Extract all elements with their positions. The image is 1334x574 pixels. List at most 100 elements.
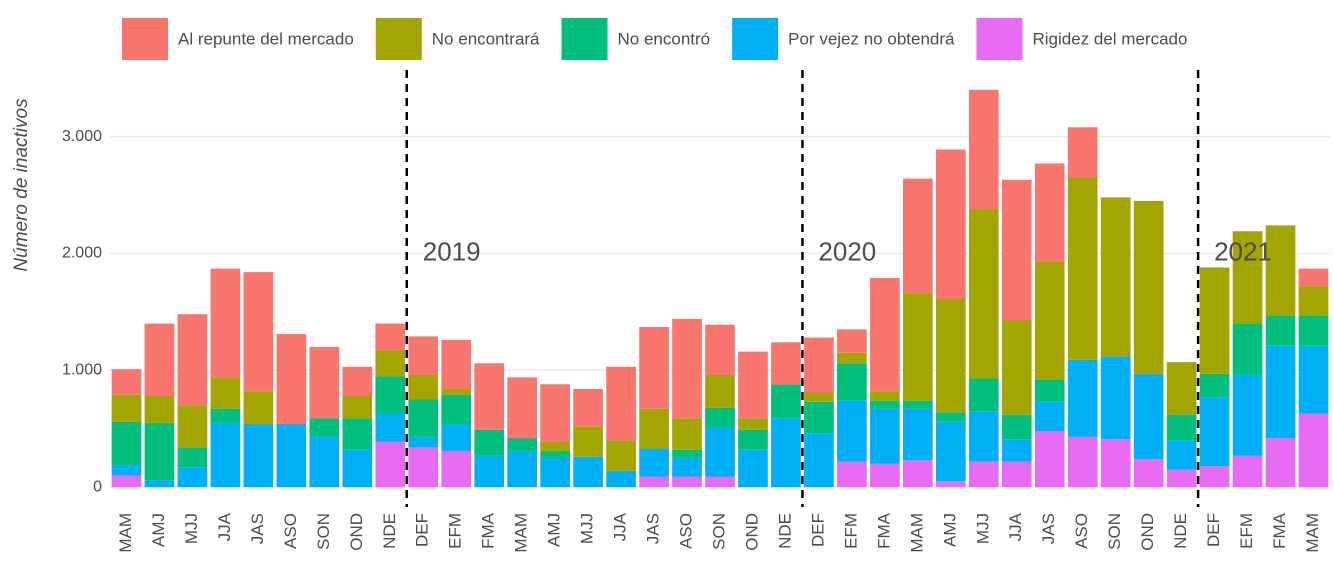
bar-segment	[408, 336, 439, 375]
x-tick-label: MAM	[907, 513, 926, 553]
bar-segment	[1265, 315, 1296, 346]
bar-segment	[210, 422, 241, 488]
bar-segment	[837, 352, 867, 364]
bar-segment	[771, 418, 801, 488]
bar-segment	[804, 337, 834, 393]
bar-segment	[474, 363, 505, 430]
bar-segment	[968, 461, 999, 488]
bar-segment	[903, 408, 933, 461]
bar-segment	[210, 408, 241, 423]
bar-segment	[441, 450, 472, 488]
x-tick-label: EFM	[841, 513, 860, 549]
bar-segment	[837, 329, 867, 353]
x-tick-label: DEF	[1204, 513, 1223, 547]
x-tick-label: MJJ	[182, 513, 201, 544]
bar-segment	[177, 467, 208, 488]
bar-segment	[1001, 439, 1032, 462]
bar-segment	[935, 149, 966, 300]
bar-segment	[870, 277, 900, 392]
legend-swatch	[561, 18, 608, 60]
bar-segment	[309, 418, 340, 437]
bar-segment	[177, 405, 208, 448]
bar-segment	[606, 440, 636, 471]
bar-segment	[738, 351, 768, 419]
bar-segment	[144, 480, 175, 488]
x-tick-label: NDE	[380, 513, 399, 549]
year-label: 2021	[1214, 236, 1272, 266]
bar-segment	[1067, 359, 1098, 437]
bar-segment	[1298, 315, 1329, 346]
bar-segment	[903, 178, 933, 294]
bar-segment	[804, 392, 834, 402]
bar-segment	[1166, 414, 1197, 441]
bar-segment	[1067, 127, 1098, 178]
bar-segment	[111, 394, 142, 422]
bar-segment	[1265, 345, 1296, 439]
bar-segment	[903, 293, 933, 401]
bar-segment	[738, 429, 768, 450]
x-tick-label: OND	[347, 513, 366, 551]
bar-segment	[1232, 374, 1263, 456]
bar-segment	[1232, 455, 1263, 488]
bar-segment	[837, 461, 867, 488]
bar-segment	[837, 400, 867, 462]
x-tick-label: JAS	[248, 513, 267, 544]
bar-segment	[144, 422, 175, 481]
y-tick-label: 2.000	[62, 245, 102, 262]
legend-label: Rigidez del mercado	[1032, 29, 1187, 48]
bar-segment	[672, 457, 702, 477]
bar-segment	[375, 441, 406, 488]
bar-segment	[1034, 431, 1065, 488]
bar-segment	[1265, 225, 1296, 316]
bar-segment	[1067, 177, 1098, 360]
bar-segment	[375, 350, 406, 377]
y-axis-label: Número de inactivos	[11, 98, 32, 272]
bar-segment	[968, 89, 999, 210]
bar-segment	[672, 318, 702, 419]
bar-segment	[738, 418, 768, 430]
bar-segment	[1199, 267, 1230, 374]
year-label: 2019	[423, 236, 481, 266]
bar-segment	[968, 209, 999, 379]
x-tick-label: MJJ	[578, 513, 597, 544]
bar-segment	[1100, 356, 1131, 440]
x-tick-label: FMA	[479, 512, 498, 549]
legend-label: Al repunte del mercado	[178, 29, 354, 48]
bar-segment	[111, 475, 142, 488]
bar-segment	[1232, 323, 1263, 375]
x-tick-label: FMA	[874, 512, 893, 549]
legend-swatch	[976, 18, 1023, 60]
bar-segment	[1199, 466, 1230, 488]
bar-segment	[276, 424, 307, 488]
bar-segment	[1166, 469, 1197, 488]
bar-segment	[309, 346, 340, 419]
x-tick-label: ASO	[677, 513, 696, 549]
bar-segment	[1265, 438, 1296, 488]
bar-segment	[309, 436, 340, 488]
bar-segment	[342, 366, 373, 396]
bar-segment	[177, 447, 208, 468]
x-tick-label: OND	[742, 513, 761, 551]
bar-segment	[573, 388, 603, 427]
bar-segment	[441, 388, 472, 395]
bar-segment	[507, 377, 537, 439]
bar-segment	[243, 424, 274, 488]
x-tick-label: ASO	[1072, 513, 1091, 549]
year-label: 2020	[818, 236, 876, 266]
bar-segment	[1001, 320, 1032, 415]
bar-segment	[1298, 413, 1329, 488]
bar-segment	[540, 450, 570, 458]
legend-label: Por vejez no obtendrá	[788, 29, 955, 48]
bar-segment	[144, 395, 175, 423]
bar-segment	[243, 391, 274, 425]
y-tick-label: 0	[93, 478, 102, 495]
bar-segment	[573, 426, 603, 457]
x-tick-label: NDE	[1171, 513, 1190, 549]
x-tick-label: JAS	[644, 513, 663, 544]
bar-segment	[672, 418, 702, 450]
legend-label: No encontró	[618, 29, 711, 48]
bar-segment	[111, 421, 142, 465]
x-tick-label: SON	[314, 513, 333, 550]
x-tick-label: NDE	[775, 513, 794, 549]
bar-segment	[408, 447, 439, 488]
